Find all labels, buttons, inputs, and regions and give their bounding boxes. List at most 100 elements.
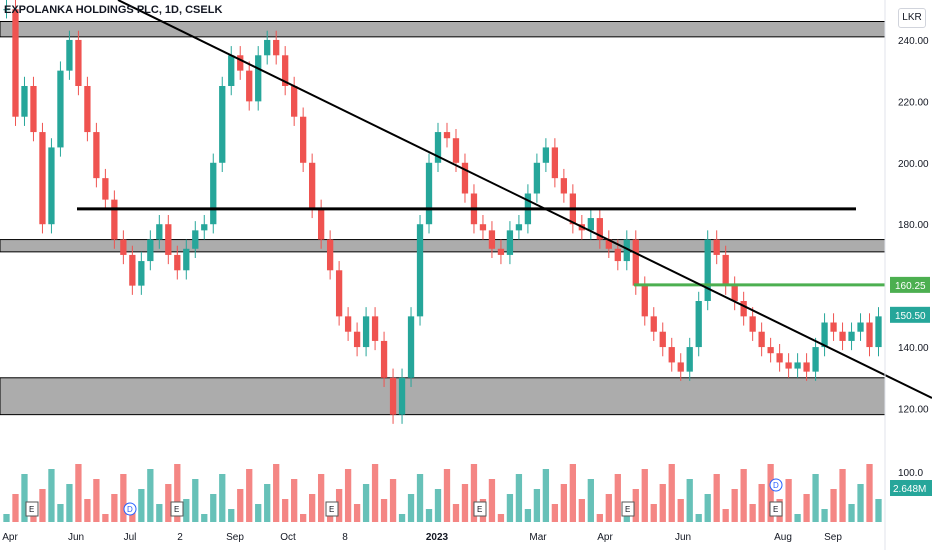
volume-bar bbox=[416, 474, 424, 522]
volume-bar bbox=[821, 509, 828, 522]
volume-bar bbox=[282, 499, 289, 522]
candle-body bbox=[839, 331, 846, 341]
candle-body bbox=[425, 162, 433, 225]
volume-bar bbox=[749, 504, 756, 522]
candle-body bbox=[740, 301, 747, 317]
currency-button[interactable]: LKR bbox=[898, 8, 926, 28]
candle-body bbox=[93, 132, 100, 179]
candle-body bbox=[515, 224, 523, 231]
candle-body bbox=[596, 218, 603, 240]
volume-bar bbox=[434, 489, 442, 522]
candle-body bbox=[695, 301, 702, 348]
volume-bar bbox=[614, 474, 621, 522]
volume-bar bbox=[596, 514, 603, 522]
candle-body bbox=[785, 362, 792, 369]
candle-body bbox=[587, 218, 594, 231]
earnings-event-icon bbox=[769, 501, 783, 517]
volume-bar bbox=[147, 469, 154, 522]
volume-bar bbox=[560, 484, 568, 522]
volume-bar bbox=[12, 494, 19, 522]
volume-bar bbox=[371, 464, 379, 522]
x-tick-label: 2023 bbox=[426, 532, 449, 543]
candle-body bbox=[812, 347, 819, 372]
candle-body bbox=[183, 248, 190, 271]
volume-bar bbox=[605, 494, 612, 522]
price-label-box bbox=[890, 276, 930, 293]
candle-body bbox=[866, 322, 873, 348]
volume-bar bbox=[551, 504, 559, 522]
candle-body bbox=[66, 39, 73, 71]
volume-bar bbox=[389, 479, 397, 522]
volume-bar bbox=[75, 464, 82, 522]
volume-bar bbox=[533, 489, 541, 522]
candle-body bbox=[30, 86, 37, 133]
volume-bar bbox=[677, 499, 684, 522]
candle-body bbox=[21, 86, 28, 117]
volume-bar bbox=[866, 464, 873, 522]
candle-body bbox=[3, 9, 10, 11]
volume-bar bbox=[695, 514, 702, 522]
descending-trendline bbox=[117, 0, 932, 399]
candle-body bbox=[255, 55, 262, 102]
candle-body bbox=[210, 162, 217, 225]
volume-bar bbox=[659, 484, 666, 522]
event-label: E bbox=[29, 505, 34, 514]
candle-body bbox=[704, 239, 711, 301]
candle-body bbox=[542, 147, 550, 163]
volume-bar bbox=[362, 484, 370, 522]
candle-body bbox=[407, 316, 415, 378]
candle-body bbox=[246, 70, 253, 102]
volume-bar bbox=[111, 494, 118, 522]
candle-body bbox=[722, 254, 729, 286]
candle-body bbox=[264, 39, 271, 56]
volume-bar bbox=[470, 464, 478, 522]
candle-body bbox=[533, 162, 541, 194]
volume-bar bbox=[57, 504, 64, 522]
price-label: 160.25 bbox=[895, 281, 926, 292]
candle-body bbox=[138, 261, 145, 286]
volume-bar bbox=[767, 464, 774, 522]
candle-body bbox=[650, 316, 657, 332]
volume-bar bbox=[317, 474, 325, 522]
y-tick-label: 200.00 bbox=[898, 159, 929, 170]
volume-bar bbox=[66, 484, 73, 522]
volume-bar bbox=[452, 504, 460, 522]
candle-body bbox=[848, 331, 855, 341]
candle-body bbox=[668, 347, 675, 363]
candle-body bbox=[767, 347, 774, 354]
volume-bar bbox=[830, 489, 837, 522]
candle-body bbox=[228, 55, 235, 86]
volume-bar bbox=[129, 509, 136, 522]
candle-body bbox=[452, 138, 460, 163]
candle-body bbox=[371, 316, 379, 341]
candle-body bbox=[857, 322, 864, 332]
candle-body bbox=[659, 331, 666, 348]
volume-bar bbox=[210, 494, 217, 522]
volume-bar bbox=[335, 489, 343, 522]
volume-bar bbox=[650, 504, 657, 522]
volume-bar bbox=[488, 479, 496, 522]
volume-bar bbox=[380, 499, 388, 522]
candle-body bbox=[380, 340, 388, 378]
volume-bar bbox=[246, 469, 253, 522]
support-resistance-zone-2 bbox=[0, 377, 886, 416]
candle-body bbox=[614, 248, 621, 262]
volume-bar bbox=[461, 484, 469, 522]
candle-body bbox=[821, 322, 828, 348]
volume-bar bbox=[569, 464, 576, 522]
candle-body bbox=[156, 224, 163, 240]
candle-body bbox=[201, 224, 208, 231]
candle-body bbox=[794, 362, 801, 369]
volume-bar bbox=[353, 504, 361, 522]
volume-bar bbox=[174, 464, 181, 522]
candle-body bbox=[488, 230, 496, 249]
candle-body bbox=[677, 362, 684, 372]
x-tick-label: Mar bbox=[529, 532, 547, 543]
volume-bar bbox=[237, 489, 244, 522]
candle-body bbox=[686, 347, 693, 372]
volume-bar bbox=[758, 484, 765, 522]
candle-body bbox=[75, 39, 82, 86]
candle-body bbox=[758, 331, 765, 348]
